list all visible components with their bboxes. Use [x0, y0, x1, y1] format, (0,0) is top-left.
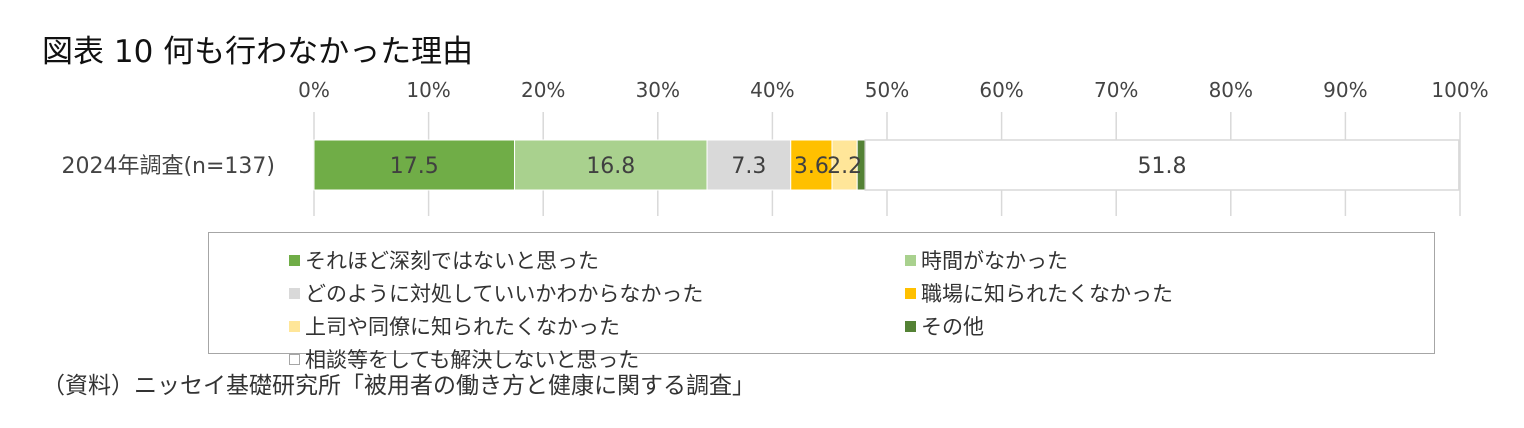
legend-swatch [905, 287, 916, 299]
legend-label: 職場に知られたくなかった [921, 282, 1173, 306]
y-axis-category-labels: 2024年調査(n=137) [61, 154, 275, 179]
data-label: 3.6 [794, 154, 829, 179]
legend-item: それほど深刻ではないと思った [289, 245, 599, 275]
data-label: 16.8 [586, 154, 635, 179]
stacked-bar-chart: 0% 10% 20% 30% 40% 50% 60% 70% 80% 90% 100% 2024年調… [61, 78, 1489, 216]
bar-segment-3 [706, 139, 792, 191]
legend-swatch [905, 254, 916, 266]
source-note: （資料）ニッセイ基礎研究所「被用者の働き方と健康に関する調査」 [42, 373, 755, 399]
legend-label: 時間がなかった [921, 249, 1068, 273]
x-tick-label: 30% [636, 78, 680, 102]
x-tick-label: 70% [1094, 78, 1138, 102]
x-tick-label: 90% [1323, 78, 1367, 102]
data-label: 17.5 [390, 154, 439, 179]
legend-label: 相談等をしても解決しないと思った [305, 348, 640, 372]
bar-segments [313, 139, 1460, 191]
legend-swatch [289, 320, 300, 332]
legend-item: 上司や同僚に知られたくなかった [289, 311, 620, 341]
legend: それほど深刻ではないと思った 時間がなかったどのように対処していいかわからなかった… [208, 232, 1435, 372]
x-tick-label: 0% [298, 78, 330, 102]
legend-label: その他 [921, 315, 984, 339]
legend-swatch [289, 353, 300, 365]
data-label: 51.8 [1138, 154, 1187, 179]
x-tick-label: 20% [521, 78, 565, 102]
data-label: 7.3 [731, 154, 766, 179]
data-labels: 17.5 16.8 7.3 3.62.2 51.8 [390, 154, 1187, 179]
x-tick-label: 100% [1431, 78, 1488, 102]
x-tick-label: 40% [750, 78, 794, 102]
legend-item: どのように対処していいかわからなかった [289, 278, 703, 308]
legend-label: 上司や同僚に知られたくなかった [305, 315, 620, 339]
legend-label: どのように対処していいかわからなかった [305, 282, 704, 306]
x-tick-label: 60% [979, 78, 1023, 102]
data-label: 2.2 [827, 154, 862, 179]
legend-item: 時間がなかった [905, 245, 1068, 275]
legend-item: 相談等をしても解決しないと思った [289, 344, 639, 374]
chart-title: 図表 10 何も行わなかった理由 [42, 34, 474, 70]
x-tick-label: 10% [406, 78, 450, 102]
legend-swatch [905, 320, 916, 332]
x-axis-tick-labels: 0% 10% 20% 30% 40% 50% 60% 70% 80% 90% 100% [298, 78, 1488, 102]
legend-label: それほど深刻ではないと思った [305, 249, 599, 273]
legend-swatch [289, 254, 300, 266]
legend-item: 職場に知られたくなかった [905, 278, 1173, 308]
legend-item: その他 [905, 311, 984, 341]
bar-segment-7 [864, 139, 1460, 191]
x-tick-label: 50% [865, 78, 909, 102]
legend-swatch [289, 287, 300, 299]
x-tick-label: 80% [1209, 78, 1253, 102]
category-label: 2024年調査(n=137) [61, 154, 275, 179]
